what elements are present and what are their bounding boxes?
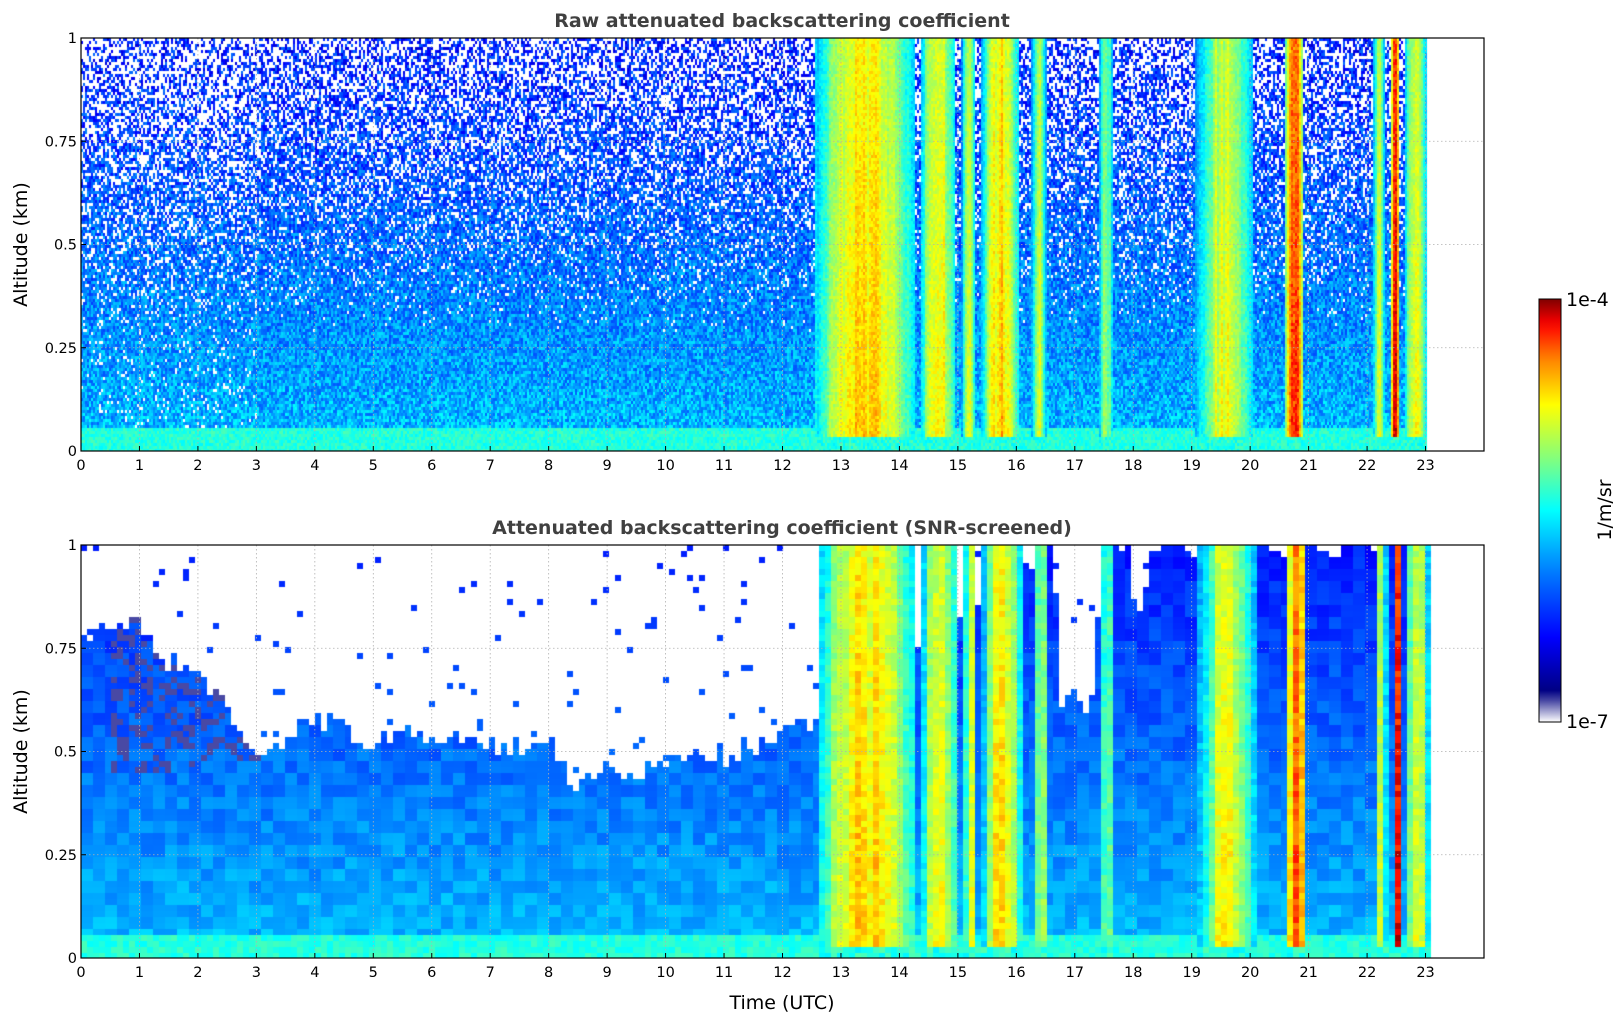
x-tick-label: 21 — [1299, 458, 1317, 474]
y-axis-label-screened: Altitude (km) — [10, 689, 32, 814]
x-tick-label: 7 — [486, 458, 495, 474]
x-tick-label: 18 — [1124, 965, 1142, 981]
x-tick-label: 1 — [135, 965, 144, 981]
x-tick-label: 17 — [1066, 965, 1084, 981]
y-tick-label: 0.5 — [54, 745, 77, 761]
x-tick-label: 11 — [715, 458, 733, 474]
y-axis-label-raw: Altitude (km) — [10, 182, 32, 307]
x-tick-label: 15 — [949, 458, 967, 474]
x-tick-label: 22 — [1358, 965, 1376, 981]
x-tick-label: 5 — [369, 458, 378, 474]
x-tick-label: 6 — [427, 458, 436, 474]
x-tick-label: 5 — [369, 965, 378, 981]
y-tick-label: 1 — [68, 538, 77, 554]
x-tick-label: 13 — [832, 458, 850, 474]
y-ticks-screened: 0 0.25 0.5 0.75 1 — [45, 538, 86, 967]
x-tick-label: 14 — [890, 458, 908, 474]
colorbar-min-label: 1e-7 — [1566, 711, 1609, 733]
x-tick-label: 23 — [1416, 965, 1434, 981]
y-tick-label: 0.25 — [45, 848, 77, 864]
panel-raw: Raw attenuated backscattering coefficien… — [10, 10, 1485, 474]
x-tick-label: 11 — [715, 965, 733, 981]
y-tick-label: 0.75 — [45, 641, 77, 657]
x-tick-label: 0 — [76, 965, 85, 981]
x-tick-label: 10 — [656, 458, 674, 474]
colorbar-max-label: 1e-4 — [1566, 289, 1609, 311]
y-tick-label: 0 — [68, 951, 77, 967]
colorbar-unit-label: 1/m/sr — [1594, 479, 1616, 540]
colorbar-scale — [1538, 298, 1562, 723]
x-tick-label: 22 — [1358, 458, 1376, 474]
x-tick-label: 20 — [1241, 965, 1259, 981]
x-tick-label: 10 — [656, 965, 674, 981]
x-tick-label: 19 — [1182, 458, 1200, 474]
x-tick-label: 21 — [1299, 965, 1317, 981]
x-tick-label: 3 — [252, 965, 261, 981]
panel-title-screened: Attenuated backscattering coefficient (S… — [492, 517, 1072, 539]
x-tick-label: 9 — [603, 965, 612, 981]
x-tick-label: 13 — [832, 965, 850, 981]
y-tick-label: 0.75 — [45, 134, 77, 150]
x-tick-label: 16 — [1007, 458, 1025, 474]
y-tick-label: 0 — [68, 444, 77, 460]
y-tick-label: 0.5 — [54, 238, 77, 254]
x-tick-label: 12 — [773, 965, 791, 981]
x-ticks-raw: 0 1 2 3 4 5 6 7 8 9 10 11 12 13 14 15 16 17 18 19 20 21 22 23 — [76, 446, 1435, 474]
x-tick-label: 6 — [427, 965, 436, 981]
x-ticks-screened: 0 1 2 3 4 5 6 7 8 9 10 11 12 13 14 15 16 17 18 19 20 21 22 23 — [76, 953, 1435, 981]
y-tick-label: 0.25 — [45, 341, 77, 357]
panel-screened: Attenuated backscattering coefficient (S… — [10, 517, 1485, 1014]
x-tick-label: 2 — [193, 965, 202, 981]
x-tick-label: 2 — [193, 458, 202, 474]
x-tick-label: 4 — [310, 965, 319, 981]
x-tick-label: 1 — [135, 458, 144, 474]
x-tick-label: 8 — [544, 458, 553, 474]
x-tick-label: 20 — [1241, 458, 1259, 474]
x-tick-label: 18 — [1124, 458, 1142, 474]
y-ticks-raw: 0 0.25 0.5 0.75 1 — [45, 31, 86, 460]
x-tick-label: 14 — [890, 965, 908, 981]
x-tick-label: 16 — [1007, 965, 1025, 981]
gridlines-screened — [81, 545, 1484, 958]
x-tick-label: 4 — [310, 458, 319, 474]
colorbar: 1e-4 1e-7 1/m/sr — [1538, 289, 1616, 733]
x-tick-label: 23 — [1416, 458, 1434, 474]
x-tick-label: 8 — [544, 965, 553, 981]
x-tick-label: 12 — [773, 458, 791, 474]
x-tick-label: 9 — [603, 458, 612, 474]
x-tick-label: 15 — [949, 965, 967, 981]
x-tick-label: 0 — [76, 458, 85, 474]
x-tick-label: 7 — [486, 965, 495, 981]
panel-title-raw: Raw attenuated backscattering coefficien… — [554, 10, 1010, 32]
x-tick-label: 3 — [252, 458, 261, 474]
x-axis-label: Time (UTC) — [728, 992, 834, 1014]
gridlines-raw — [81, 38, 1484, 451]
x-tick-label: 19 — [1182, 965, 1200, 981]
x-tick-label: 17 — [1066, 458, 1084, 474]
y-tick-label: 1 — [68, 31, 77, 47]
